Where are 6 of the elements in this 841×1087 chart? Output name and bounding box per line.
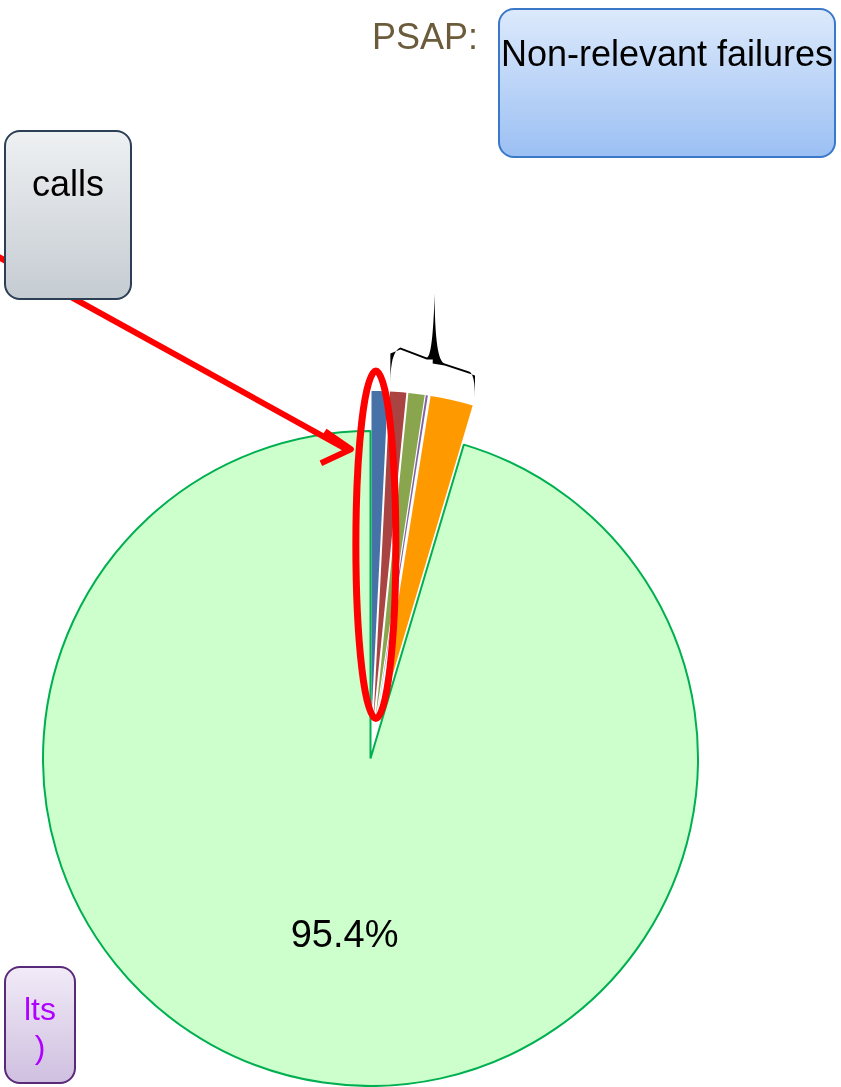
text: ) (34, 1029, 46, 1066)
chart-title: PSAP: (372, 16, 479, 58)
text: calls (4, 130, 132, 300)
data-label: 95.4% (290, 913, 399, 956)
text: lts (24, 991, 56, 1027)
text: Non-relevant failures (498, 8, 836, 158)
